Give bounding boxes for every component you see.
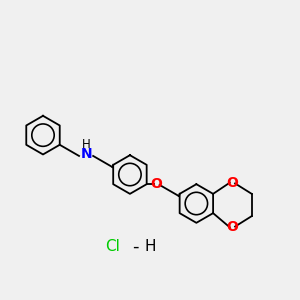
Text: Cl: Cl: [105, 239, 120, 254]
Text: H: H: [144, 239, 156, 254]
Text: H: H: [82, 138, 91, 151]
Text: N: N: [81, 148, 92, 161]
Text: -: -: [132, 238, 138, 256]
Text: O: O: [226, 176, 238, 190]
Text: O: O: [226, 220, 238, 234]
Text: O: O: [150, 177, 162, 191]
